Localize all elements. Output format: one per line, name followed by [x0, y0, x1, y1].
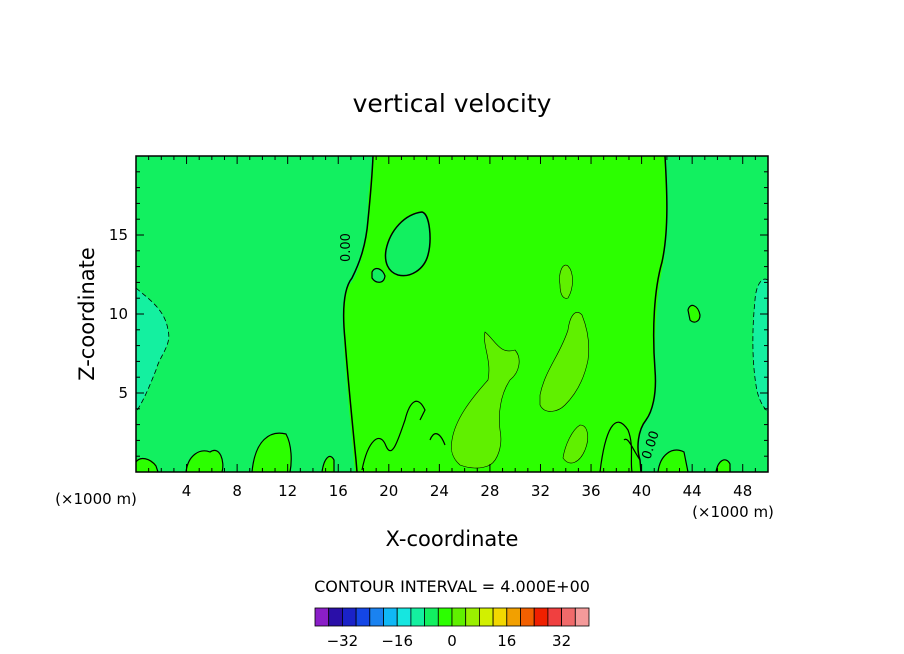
zero-contour-left	[342, 155, 374, 473]
x-tick-label: 44	[683, 482, 702, 500]
level-8-core	[450, 331, 520, 469]
colorbar-tick-label: 16	[497, 632, 516, 650]
colorbar-swatch	[369, 607, 384, 627]
x-tick-label: 36	[581, 482, 600, 500]
y-tick-label: 5	[118, 384, 128, 402]
colorbar-swatch	[533, 607, 549, 627]
x-tick-label: 16	[329, 482, 348, 500]
level-neg4-region-right	[752, 278, 768, 413]
level-4-blob	[136, 457, 158, 472]
y-tick-label: 15	[109, 226, 128, 244]
colorbar-swatch	[574, 607, 590, 627]
x-axis-label: X-coordinate	[386, 527, 519, 551]
y-tick-label: 10	[109, 305, 128, 323]
x-tick-label: 4	[182, 482, 192, 500]
x-tick-label: 48	[733, 482, 752, 500]
colorbar-swatch	[506, 607, 521, 627]
colorbar-swatch	[561, 607, 576, 627]
zero-contour-bottom-fringe	[135, 400, 731, 473]
colorbar-swatch	[520, 607, 535, 627]
colorbar-swatch	[465, 607, 480, 627]
x-tick-label: 24	[430, 482, 449, 500]
x-tick-label: 32	[531, 482, 550, 500]
chart-title: vertical velocity	[353, 89, 552, 118]
zero-contour-island	[371, 267, 386, 283]
level-8-core	[559, 264, 573, 299]
colorbar-swatch	[341, 607, 357, 627]
level-4-blob	[186, 450, 223, 472]
colorbar-swatch	[547, 607, 563, 627]
colorbar-swatch	[383, 607, 398, 627]
x-tick-label: 12	[278, 482, 297, 500]
contour-label: 0.00	[339, 233, 354, 262]
x-tick-label: 8	[232, 482, 242, 500]
x-unit-label-right: (×1000 m)	[692, 503, 774, 521]
colorbar-swatch	[410, 607, 425, 627]
colorbar-swatch	[424, 607, 439, 627]
y-axis-label: Z-coordinate	[75, 247, 99, 381]
y-axis: 5 10 15	[109, 171, 768, 457]
x-tick-label: 40	[632, 482, 651, 500]
x-tick-label: 20	[379, 482, 398, 500]
colorbar-tick-label: −16	[381, 632, 413, 650]
colorbar-swatch	[355, 607, 371, 627]
colorbar-tick-label: 0	[447, 632, 457, 650]
colorbar-tick-label: 32	[552, 632, 571, 650]
level-8-core	[562, 424, 589, 464]
colorbar-swatch	[451, 607, 467, 627]
level-4-blob	[716, 459, 730, 472]
contour-interval-label: CONTOUR INTERVAL = 4.000E+00	[314, 577, 590, 596]
colorbar-swatch	[328, 607, 343, 627]
zero-contour-island	[687, 304, 701, 323]
x-tick-label: 28	[480, 482, 499, 500]
colorbar-swatch	[478, 607, 494, 627]
plot-area	[135, 155, 768, 473]
colorbar-swatch	[314, 607, 330, 627]
colorbar-swatch	[437, 607, 453, 627]
level-8-core	[539, 311, 590, 412]
level-4-region-center	[343, 156, 667, 472]
x-unit-label-left: (×1000 m)	[55, 490, 137, 508]
colorbar: −32 −16 0 16 32	[314, 607, 590, 650]
colorbar-swatch	[396, 607, 412, 627]
level-neg4-region-left	[136, 287, 170, 413]
x-axis: 4 8 12 16 20 24 28 32 36 40 44 48	[148, 156, 756, 500]
colorbar-swatch	[492, 607, 508, 627]
zero-contour-island	[384, 211, 431, 277]
colorbar-tick-label: −32	[327, 632, 359, 650]
level-4-blob	[322, 456, 334, 472]
zero-contour-right	[637, 155, 668, 473]
